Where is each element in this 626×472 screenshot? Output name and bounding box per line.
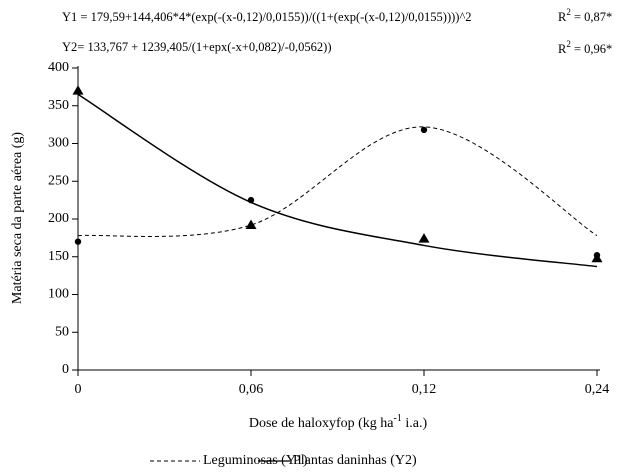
equation: Y2= 133,767 + 1239,405/(1+epx(-x+0,082)/…: [62, 40, 331, 54]
y-tick-label: 50: [55, 324, 69, 339]
x-axis-title: Dose de haloxyfop (kg ha-1 i.a.): [249, 413, 428, 431]
r2-label: R2 = 0,87*: [558, 7, 612, 24]
r2-sup: 2: [566, 39, 571, 49]
y-tick-label: 400: [48, 60, 69, 75]
legend-label: Leguminosas (Y1): [203, 453, 308, 468]
y-tick-label: 0: [62, 362, 69, 377]
x-title-text: i.a.): [402, 416, 428, 431]
x-tick-label: 0,24: [585, 382, 610, 397]
data-point: [420, 126, 428, 134]
data-point: [591, 252, 603, 263]
r2-sup: 2: [566, 7, 571, 17]
r2-label: R2 = 0,96*: [558, 39, 612, 56]
data-point: [245, 219, 257, 230]
x-title-sup: -1: [394, 413, 402, 424]
fit-curve: [77, 93, 598, 268]
r2-text: R: [558, 10, 567, 24]
x-tick-label: 0: [75, 382, 82, 397]
y-tick-label: 100: [48, 287, 69, 302]
legend-label: Plantas daninhas (Y2): [293, 453, 417, 468]
r2-text: = 0,96*: [571, 42, 612, 56]
data-point: [74, 238, 82, 245]
y-tick-label: 300: [48, 136, 69, 151]
r2-text: = 0,87*: [571, 10, 612, 24]
y-tick-label: 200: [48, 211, 69, 226]
x-tick-label: 0,12: [412, 382, 437, 397]
x-tick-label: 0,06: [239, 382, 264, 397]
x-title-text: Dose de haloxyfop (kg ha: [249, 416, 394, 431]
r2-text: R: [558, 42, 567, 56]
y-tick-label: 350: [48, 98, 69, 113]
y-tick-label: 150: [48, 249, 69, 264]
equation: Y1 = 179,59+144,406*4*(exp(-(x-0,12)/0,0…: [62, 10, 472, 24]
fit-curve: [77, 126, 598, 237]
data-point: [72, 85, 84, 95]
y-axis-title: Matéria seca da parte aérea (g): [10, 132, 25, 304]
y-tick-label: 250: [48, 173, 69, 188]
data-point: [418, 233, 430, 243]
data-point: [247, 196, 255, 204]
